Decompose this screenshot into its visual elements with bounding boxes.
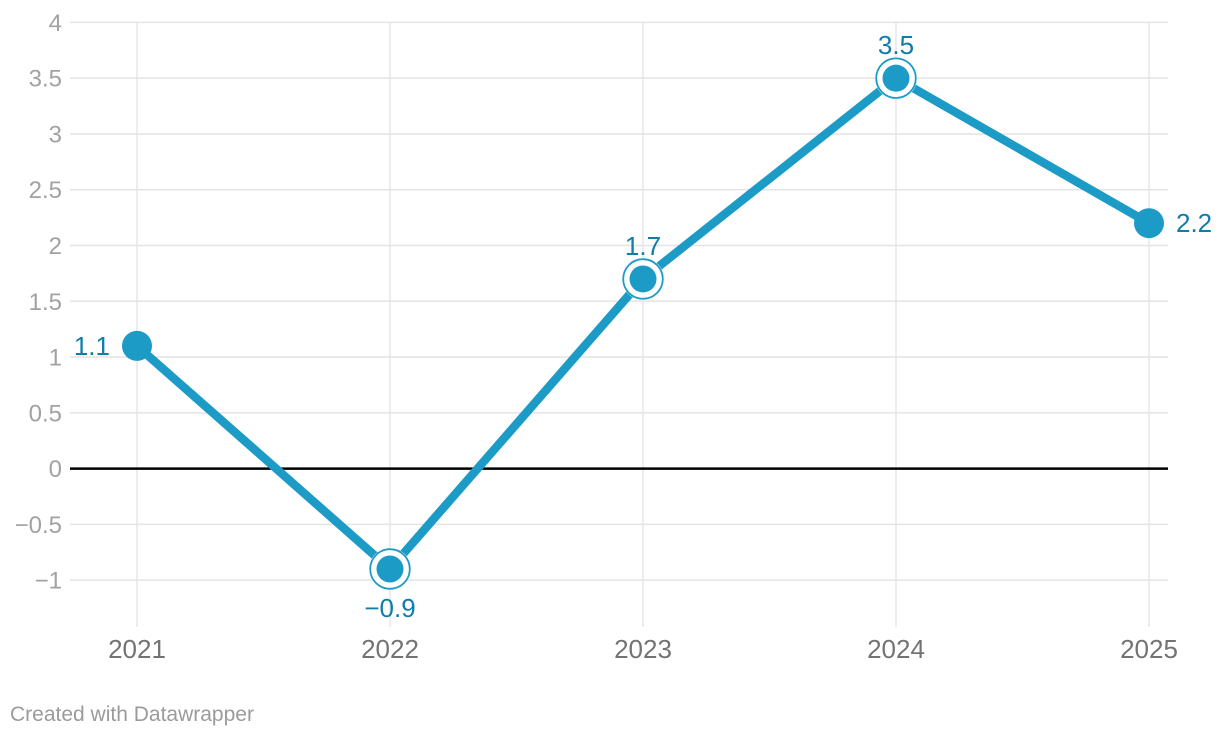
data-point[interactable] [1134, 208, 1164, 239]
data-point-ring [875, 57, 917, 99]
x-axis-label: 2022 [361, 634, 419, 664]
y-axis-label: 1.5 [29, 289, 62, 316]
value-label: 3.5 [878, 30, 914, 60]
value-label: 2.2 [1176, 208, 1212, 238]
y-axis-label: −0.5 [15, 512, 62, 539]
x-axis-label: 2025 [1120, 634, 1178, 664]
data-point-ring [369, 548, 411, 590]
y-axis-label: 0.5 [29, 400, 62, 427]
data-point[interactable] [882, 64, 910, 92]
data-point[interactable] [629, 265, 657, 293]
value-label: −0.9 [364, 593, 415, 623]
y-axis-label: −1 [35, 568, 62, 595]
y-axis-label: 0 [49, 456, 62, 483]
datawrapper-credit-link[interactable]: Created with Datawrapper [10, 703, 254, 726]
x-axis-label: 2021 [108, 634, 166, 664]
y-axis-label: 3 [49, 121, 62, 148]
y-axis-label: 4 [49, 10, 62, 37]
y-axis-label: 1 [49, 345, 62, 372]
data-point[interactable] [122, 330, 152, 361]
x-axis-label: 2023 [614, 634, 672, 664]
y-axis-label: 3.5 [29, 66, 62, 93]
data-point[interactable] [376, 555, 404, 583]
y-axis-label: 2.5 [29, 177, 62, 204]
y-axis-label: 2 [49, 233, 62, 260]
x-axis-label: 2024 [867, 634, 925, 664]
value-label: 1.7 [625, 231, 661, 261]
data-point-ring [622, 258, 664, 300]
value-label: 1.1 [74, 331, 110, 361]
